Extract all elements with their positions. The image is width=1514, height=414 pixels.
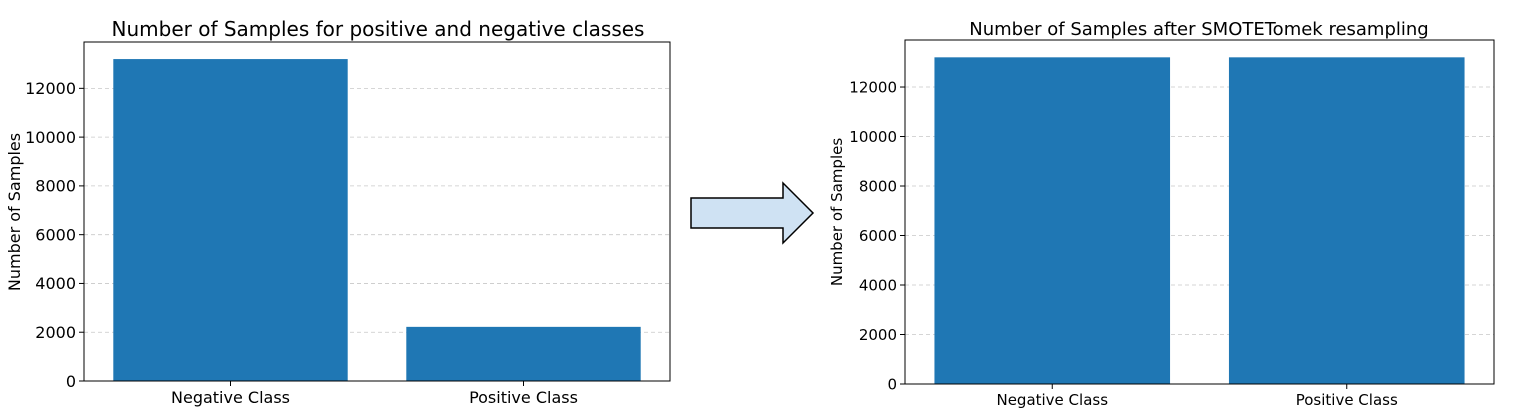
x-tick-label: Negative Class — [171, 388, 290, 407]
plot-frame — [904, 39, 1495, 385]
y-tick-label: 12000 — [849, 78, 897, 96]
y-tick-label: 0 — [887, 375, 897, 393]
x-tick-label: Negative Class — [996, 391, 1108, 409]
bars — [113, 59, 641, 382]
y-tick-label: 12000 — [25, 79, 76, 98]
y-tick-label: 2000 — [859, 326, 897, 344]
y-tick-label: 6000 — [35, 225, 76, 244]
chart-before-resampling: Number of Samples for positive and negat… — [5, 17, 671, 407]
y-tick-label: 6000 — [859, 227, 897, 245]
chart-after-resampling: Number of Samples after SMOTETomek resam… — [828, 19, 1495, 409]
y-tick-label: 0 — [66, 372, 76, 391]
y-tick-label: 2000 — [35, 323, 76, 342]
bar-positive-class — [1228, 57, 1465, 385]
y-axis-label: Number of Samples — [5, 133, 24, 291]
bar-negative-class — [113, 59, 348, 382]
plot-frame — [83, 41, 671, 382]
y-axis-label: Number of Samples — [828, 138, 846, 286]
y-tick-label: 8000 — [35, 177, 76, 196]
y-tick-label: 10000 — [849, 128, 897, 146]
right-arrow-icon — [690, 181, 815, 245]
bar-positive-class — [406, 326, 641, 381]
y-tick-label: 4000 — [35, 274, 76, 293]
ticks: 0 2000 4000 6000 8000 10000 12000 Negative Clas… — [25, 79, 578, 407]
chart-title: Number of Samples for positive and negat… — [112, 17, 645, 41]
y-tick-label: 4000 — [859, 276, 897, 294]
ticks: 0 2000 4000 6000 8000 10000 12000 Negative Clas… — [849, 78, 1398, 408]
chart-title: Number of Samples after SMOTETomek resam… — [969, 19, 1428, 40]
bar-negative-class — [934, 57, 1171, 385]
y-tick-label: 10000 — [25, 128, 76, 147]
x-tick-label: Positive Class — [469, 388, 578, 407]
x-tick-label: Positive Class — [1296, 391, 1398, 409]
bars — [934, 57, 1465, 385]
y-tick-label: 8000 — [859, 177, 897, 195]
